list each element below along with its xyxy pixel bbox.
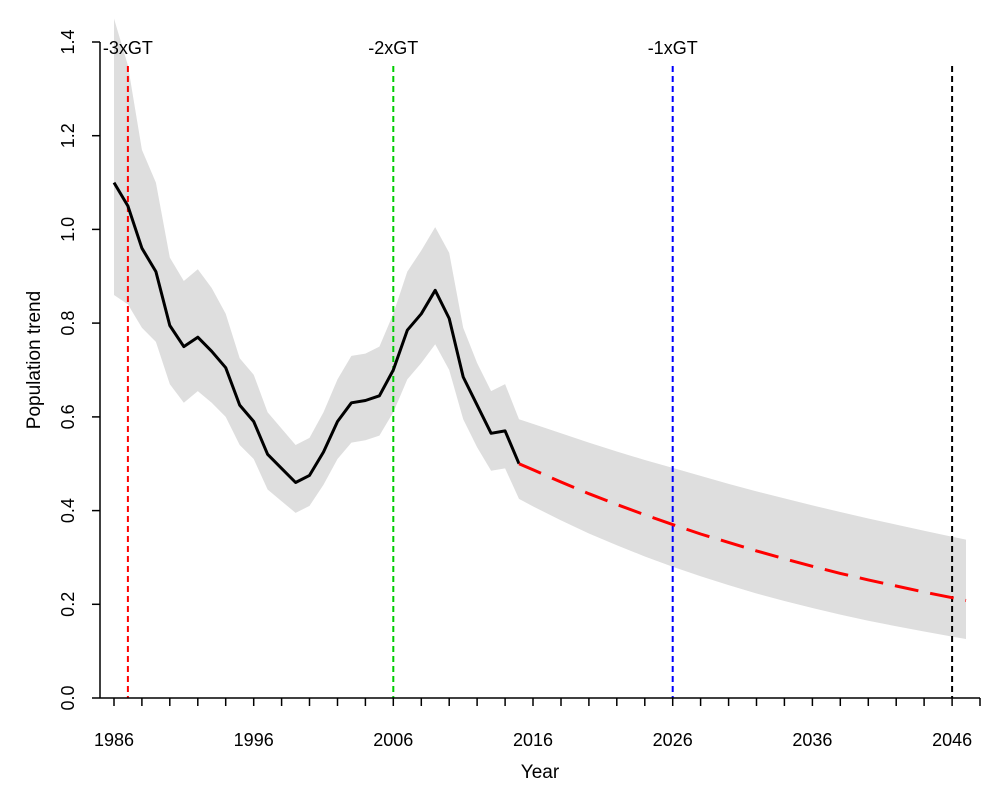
reference-line-label: -2xGT — [368, 38, 418, 58]
x-tick-label: 2006 — [373, 730, 413, 750]
y-tick-label: 1.2 — [58, 123, 78, 148]
axes-layer: 1986 1996 2006 2016 2026 2036 2046 0.0 0.2 0.4 0.6… — [58, 29, 981, 750]
reference-line-label: -3xGT — [103, 38, 153, 58]
series-layer — [112, 181, 967, 602]
trend-line — [112, 181, 521, 484]
x-tick-label: 2036 — [792, 730, 832, 750]
y-tick-label: 1.0 — [58, 217, 78, 242]
y-tick-label: 1.4 — [58, 29, 78, 54]
y-tick-label: 0.2 — [58, 592, 78, 617]
x-tick-label: 2046 — [932, 730, 972, 750]
y-axis-title: Population trend — [24, 291, 45, 429]
y-tick-label: 0.8 — [58, 311, 78, 336]
band-layer — [114, 18, 966, 640]
reference-lines-layer: -3xGT -2xGT -1xGT — [103, 38, 954, 698]
confidence-band — [114, 18, 966, 640]
reference-line-label: -1xGT — [648, 38, 698, 58]
projection-line — [518, 462, 967, 602]
x-tick-label: 2026 — [653, 730, 693, 750]
x-tick-label: 1986 — [94, 730, 134, 750]
x-tick-label: 1996 — [234, 730, 274, 750]
x-axis-title: Year — [521, 762, 560, 783]
x-tick-label: 2016 — [513, 730, 553, 750]
y-tick-label: 0.0 — [58, 685, 78, 710]
y-tick-label: 0.4 — [58, 498, 78, 523]
y-tick-label: 0.6 — [58, 404, 78, 429]
